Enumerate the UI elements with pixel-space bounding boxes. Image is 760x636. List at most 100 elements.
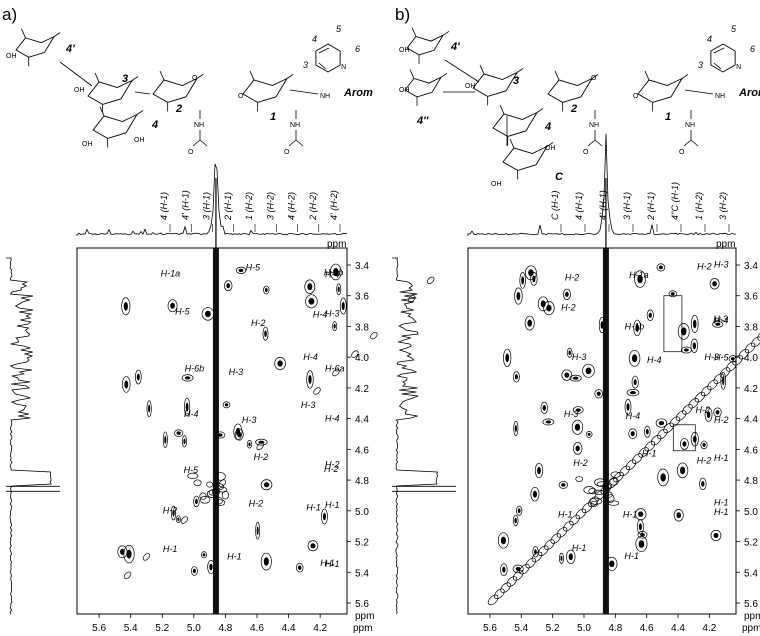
substituent-bond	[53, 32, 61, 37]
highlight-box	[663, 295, 683, 353]
solvent-cluster-peak	[575, 476, 584, 482]
left-1d-trace	[6, 257, 52, 615]
substituent-bond	[136, 110, 144, 115]
acetyl-group	[594, 139, 603, 147]
y-tick-label: 5.6	[355, 599, 369, 610]
cross-peak-label: H-2	[714, 415, 729, 425]
substituent-bond	[516, 68, 524, 73]
cross-peak	[530, 272, 538, 286]
cross-peak-core	[307, 283, 313, 291]
cross-peak-core	[722, 376, 725, 386]
top-trace-label: 3 (H-1)	[202, 192, 212, 220]
cross-peak-core	[298, 565, 302, 570]
solvent-stripe	[602, 248, 609, 614]
cross-peak	[519, 272, 526, 289]
y-tick-label: 3.8	[355, 322, 369, 333]
diagonal-peak	[682, 404, 693, 415]
cross-peak	[572, 406, 584, 414]
cross-peak-core	[676, 512, 682, 519]
residue-label: 4''	[416, 115, 429, 127]
cross-peak	[559, 552, 564, 564]
diagonal-peak	[638, 447, 649, 458]
cross-peak-core	[184, 376, 191, 380]
cross-peak	[304, 279, 316, 294]
cross-peak-core	[635, 323, 639, 332]
cross-peak-core	[310, 543, 316, 549]
cross-peak-label: H-1	[624, 551, 639, 561]
panel-tag: b)	[395, 5, 410, 24]
cross-peak-core	[514, 374, 518, 380]
top-trace-label: 1 (H-2)	[694, 192, 704, 220]
cross-peak-core	[258, 440, 265, 444]
y-tick-label: 3.6	[355, 292, 369, 303]
top-trace-label: 4''C (H-1)	[670, 182, 680, 220]
solvent-cluster-peak	[610, 471, 621, 478]
cross-peak-core	[194, 498, 198, 505]
top-trace-label: 4 (H-1)	[159, 192, 169, 220]
cross-peak	[170, 505, 176, 521]
cross-peak	[635, 536, 648, 553]
cross-peak-core	[575, 408, 581, 412]
double-bond	[713, 62, 722, 70]
cross-peak-core	[565, 291, 569, 297]
cross-peak	[626, 389, 640, 397]
cross-peak-label: H-1a	[629, 270, 649, 280]
cross-peak	[558, 480, 568, 489]
cross-peak	[561, 369, 573, 381]
cross-peak-core	[587, 432, 591, 436]
cross-peak	[121, 297, 131, 316]
solvent-cluster-peak	[206, 489, 219, 498]
top-trace-label: 4' (H-1)	[598, 190, 608, 220]
y-tick-label: 3.8	[744, 322, 758, 333]
cross-peak-core	[630, 431, 635, 437]
diagonal-peak	[632, 453, 643, 464]
cross-peak-label: H-3	[714, 259, 729, 269]
cross-peak	[700, 440, 708, 450]
y-tick-label: 4.0	[744, 353, 758, 364]
cross-peak-core	[658, 265, 663, 270]
cross-peak-core	[264, 330, 267, 338]
diagonal-peak	[751, 336, 760, 348]
cross-peak-label: H-2	[697, 262, 712, 272]
oh-label: OH	[134, 137, 145, 144]
y-tick-label: 5.0	[744, 507, 758, 518]
residue-label: 2	[175, 103, 182, 115]
cross-peak-label: H-4	[184, 409, 199, 419]
ring-number: 4	[707, 34, 712, 44]
sugar-ring	[472, 71, 519, 97]
substituent-bond	[286, 74, 294, 79]
y-tick-label: 3.4	[355, 261, 369, 272]
cross-peak	[513, 420, 519, 436]
top-trace-label: 1 (H-2)	[244, 192, 254, 220]
diagonal-peak	[581, 502, 593, 514]
cross-peak	[234, 428, 244, 441]
cross-peak-label: H-3	[713, 314, 728, 324]
top-trace-label: 3 (H-2)	[718, 192, 728, 220]
cross-peak	[628, 428, 638, 440]
diagonal-peak	[719, 367, 731, 378]
nh-label: NH	[685, 122, 695, 129]
cross-peak	[713, 407, 722, 418]
diagonal-peak	[744, 342, 756, 354]
cross-peak-core	[658, 420, 665, 426]
top-trace-label: C (H-1)	[550, 191, 560, 221]
cross-peak-label: H-1	[572, 543, 587, 553]
substituent-bond	[442, 30, 450, 36]
residue-label: Arom	[738, 87, 760, 99]
cross-peak-core	[516, 292, 521, 301]
sugar-ring	[152, 77, 199, 103]
substituent-bond	[536, 108, 544, 113]
cross-peak-label: H-5	[714, 352, 729, 362]
cross-peak-label: H-3	[242, 415, 257, 425]
cross-peak-core	[202, 553, 206, 557]
cross-peak-label: H-4	[303, 352, 318, 362]
solvent-cluster-peak	[594, 478, 606, 487]
ring-number: 5	[336, 24, 342, 34]
cross-peak	[655, 418, 668, 428]
cross-peak-core	[164, 435, 167, 444]
cross-peak-core	[124, 380, 129, 389]
substituent-bond	[681, 74, 689, 79]
cross-peak	[207, 560, 215, 575]
cross-peak	[174, 429, 184, 437]
cross-peak	[332, 321, 338, 332]
